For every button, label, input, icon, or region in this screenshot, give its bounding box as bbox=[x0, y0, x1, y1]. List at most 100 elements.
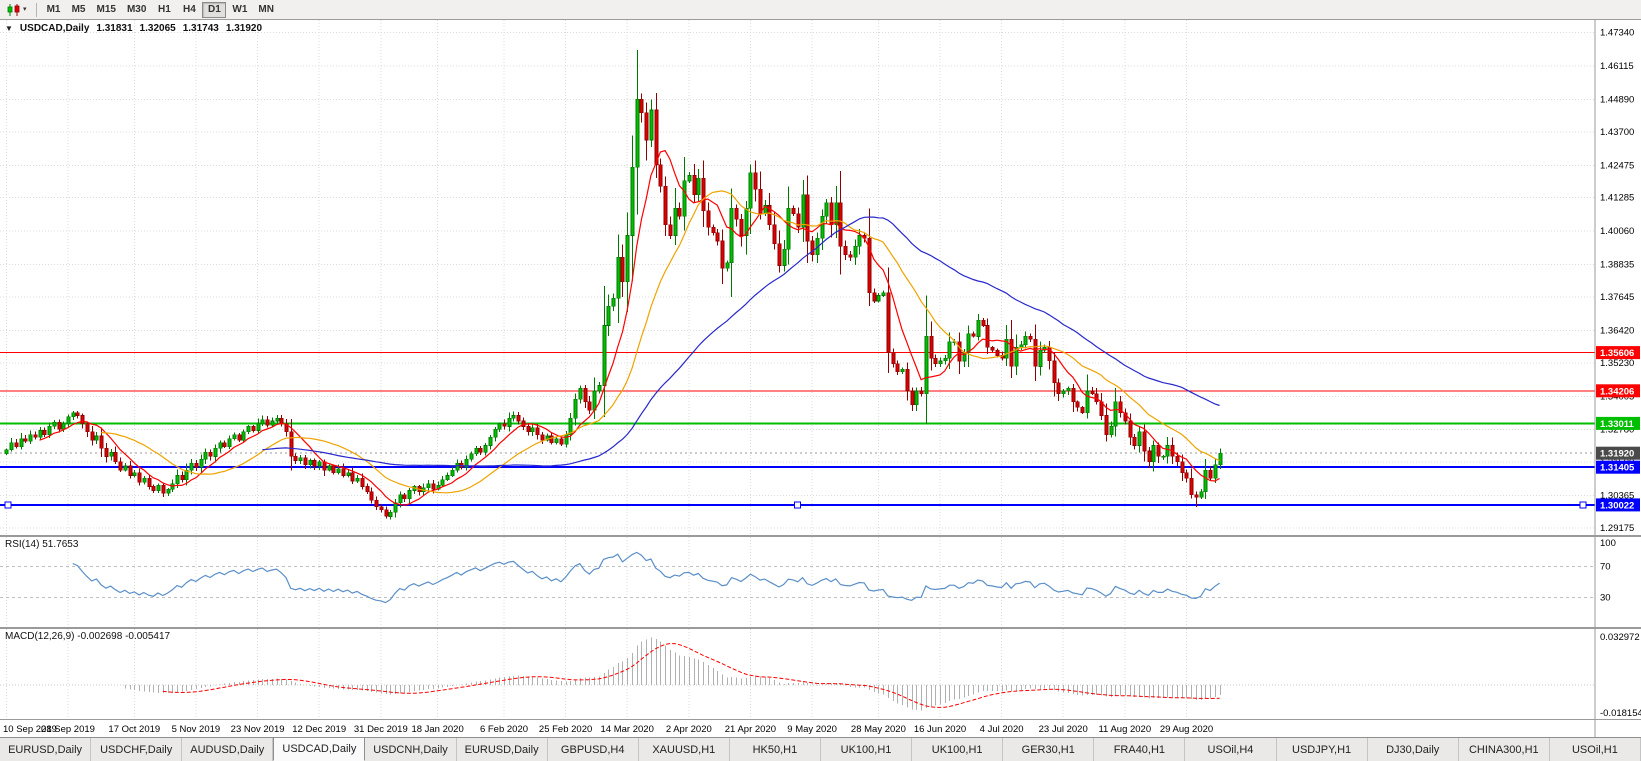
timeframe-m15[interactable]: M15 bbox=[92, 2, 121, 18]
candles bbox=[4, 50, 1223, 520]
svg-text:1.35230: 1.35230 bbox=[1600, 358, 1634, 369]
macd-pane[interactable]: 0.032972 -0.018154 MACD(12,26,9) -0.00269… bbox=[0, 629, 1641, 719]
svg-text:1.43700: 1.43700 bbox=[1600, 127, 1634, 138]
date-label: 31 Dec 2019 bbox=[354, 724, 408, 735]
date-label: 21 Apr 2020 bbox=[725, 724, 776, 735]
symbol-dropdown-icon[interactable]: ▼ bbox=[5, 24, 13, 33]
svg-text:70: 70 bbox=[1600, 561, 1611, 572]
date-label: 11 Aug 2020 bbox=[1098, 724, 1151, 735]
svg-text:1.32780: 1.32780 bbox=[1600, 425, 1634, 436]
chart-window: 1.47340 1.46115 1.44890 1.43700 1.42475 1.412… bbox=[0, 20, 1641, 737]
ma-8 bbox=[39, 149, 1220, 506]
bottom-tab-usoil-h4-13[interactable]: USOil,H4 bbox=[1185, 738, 1277, 761]
bottom-tab-eurusd-daily-5[interactable]: EURUSD,Daily bbox=[457, 738, 548, 761]
svg-text:0.032972: 0.032972 bbox=[1600, 632, 1640, 643]
date-axis[interactable]: 10 Sep 2019 28 Sep 2019 17 Oct 2019 5 Nov 2… bbox=[0, 719, 1641, 737]
date-label: 28 Sep 2019 bbox=[41, 724, 95, 735]
svg-text:1.33011: 1.33011 bbox=[1600, 419, 1635, 430]
date-label: 5 Nov 2019 bbox=[172, 724, 221, 735]
ma-21 bbox=[101, 190, 1220, 494]
bottom-tab-usdcnh-daily-4[interactable]: USDCNH,Daily bbox=[365, 738, 457, 761]
bottom-tab-gbpusd-h4-6[interactable]: GBPUSD,H4 bbox=[548, 738, 639, 761]
svg-text:1.40060: 1.40060 bbox=[1600, 226, 1634, 237]
svg-text:1.46115: 1.46115 bbox=[1600, 61, 1634, 72]
date-label: 23 Nov 2019 bbox=[231, 724, 285, 735]
current-price-badge: 1.31920 bbox=[1596, 446, 1640, 460]
svg-text:1.42475: 1.42475 bbox=[1600, 160, 1634, 171]
high-value: 1.32065 bbox=[139, 23, 176, 34]
timeframe-m5[interactable]: M5 bbox=[67, 2, 91, 18]
hline-handle[interactable] bbox=[794, 501, 801, 509]
bottom-tab-uk100-h1-9[interactable]: UK100,H1 bbox=[821, 738, 913, 761]
rsi-line bbox=[72, 551, 1220, 604]
date-label: 29 Aug 2020 bbox=[1160, 724, 1213, 735]
svg-text:1.31920: 1.31920 bbox=[1600, 449, 1634, 460]
timeframe-m1[interactable]: M1 bbox=[42, 2, 66, 18]
bottom-tab-uk100-h1-10[interactable]: UK100,H1 bbox=[912, 738, 1004, 761]
svg-text:1.47340: 1.47340 bbox=[1600, 28, 1634, 39]
date-label: 9 May 2020 bbox=[787, 724, 837, 735]
main-chart-canvas[interactable]: 1.47340 1.46115 1.44890 1.43700 1.42475 1.412… bbox=[0, 20, 1641, 535]
rsi-pane[interactable]: 100 70 30 RSI(14) 51.7653 bbox=[0, 537, 1641, 627]
timeframe-h4[interactable]: H4 bbox=[177, 2, 201, 18]
date-label: 18 Jan 2020 bbox=[411, 724, 463, 735]
ma-55 bbox=[262, 216, 1220, 467]
bottom-tab-ger30-h1-11[interactable]: GER30,H1 bbox=[1003, 738, 1095, 761]
symbol-label: USDCAD,Daily bbox=[19, 23, 90, 34]
svg-text:1.38835: 1.38835 bbox=[1600, 260, 1634, 271]
bottom-tab-eurusd-daily-0[interactable]: EURUSD,Daily bbox=[0, 738, 92, 761]
bottom-tab-fra40-h1-12[interactable]: FRA40,H1 bbox=[1094, 738, 1186, 761]
date-label: 25 Feb 2020 bbox=[539, 724, 592, 735]
main-price-pane[interactable]: 1.47340 1.46115 1.44890 1.43700 1.42475 1.412… bbox=[0, 20, 1641, 535]
chart-ohlc-header: ▼ USDCAD,Daily 1.31831 1.32065 1.31743 1… bbox=[5, 23, 262, 34]
toolbar: ▾ M1 M5 M15 M30 H1 H4 D1 W1 MN bbox=[0, 0, 1641, 20]
bottom-tab-usdchf-daily-1[interactable]: USDCHF,Daily bbox=[91, 738, 183, 761]
svg-text:100: 100 bbox=[1600, 538, 1616, 549]
svg-text:1.36420: 1.36420 bbox=[1600, 325, 1634, 336]
date-label: 6 Feb 2020 bbox=[480, 724, 528, 735]
chevron-down-icon: ▾ bbox=[23, 6, 27, 13]
svg-text:1.30022: 1.30022 bbox=[1600, 500, 1634, 511]
timeframe-d1[interactable]: D1 bbox=[202, 1, 227, 18]
price-badge-1.34206: 1.34206 bbox=[1596, 384, 1640, 398]
bottom-tab-xauusd-h1-7[interactable]: XAUUSD,H1 bbox=[639, 738, 730, 761]
candlestick-chart-icon bbox=[7, 3, 20, 16]
timeframe-w1[interactable]: W1 bbox=[227, 2, 252, 18]
chart-type-button[interactable]: ▾ bbox=[3, 1, 31, 18]
bottom-tab-dj30-daily-15[interactable]: DJ30,Daily bbox=[1368, 738, 1459, 761]
svg-text:1.31405: 1.31405 bbox=[1600, 463, 1635, 474]
hline-handle[interactable] bbox=[4, 501, 12, 509]
bottom-tab-audusd-daily-2[interactable]: AUDUSD,Daily bbox=[182, 738, 274, 761]
hline-handle[interactable] bbox=[1579, 501, 1587, 509]
timeframe-h1[interactable]: H1 bbox=[152, 2, 176, 18]
date-label: 12 Dec 2019 bbox=[292, 724, 346, 735]
date-label: 23 Jul 2020 bbox=[1039, 724, 1088, 735]
pane-splitter[interactable] bbox=[0, 627, 1641, 629]
bottom-tab-usdjpy-h1-14[interactable]: USDJPY,H1 bbox=[1277, 738, 1368, 761]
svg-text:1.37645: 1.37645 bbox=[1600, 292, 1634, 303]
bottom-tab-hk50-h1-8[interactable]: HK50,H1 bbox=[730, 738, 821, 761]
price-badge-1.30022: 1.30022 bbox=[1596, 498, 1640, 512]
rsi-label: RSI(14) 51.7653 bbox=[5, 539, 79, 550]
date-label: 16 Jun 2020 bbox=[914, 724, 966, 735]
timeframe-buttons: M1 M5 M15 M30 H1 H4 D1 W1 MN bbox=[42, 1, 279, 18]
date-label: 2 Apr 2020 bbox=[666, 724, 712, 735]
timeframe-m30[interactable]: M30 bbox=[122, 2, 151, 18]
bottom-tab-china300-h1-16[interactable]: CHINA300,H1 bbox=[1459, 738, 1550, 761]
macd-canvas[interactable]: 0.032972 -0.018154 bbox=[0, 629, 1641, 719]
bottom-tab-usoil-h1-17[interactable]: USOil,H1 bbox=[1550, 738, 1641, 761]
close-value: 1.31920 bbox=[225, 23, 263, 34]
price-badge-1.35606: 1.35606 bbox=[1596, 346, 1640, 360]
svg-text:1.34206: 1.34206 bbox=[1600, 386, 1634, 397]
pane-splitter[interactable] bbox=[0, 535, 1641, 537]
macd-signal-line bbox=[162, 643, 1220, 708]
chart-tab-bar: EURUSD,Daily USDCHF,Daily AUDUSD,Daily USDC… bbox=[0, 737, 1641, 761]
rsi-canvas[interactable]: 100 70 30 bbox=[0, 537, 1641, 627]
date-label: 14 Mar 2020 bbox=[601, 724, 654, 735]
svg-text:30: 30 bbox=[1600, 593, 1611, 604]
bottom-tab-usdcad-daily-3[interactable]: USDCAD,Daily bbox=[273, 737, 366, 761]
timeframe-mn[interactable]: MN bbox=[253, 2, 279, 18]
svg-text:1.30365: 1.30365 bbox=[1600, 491, 1634, 502]
toolbar-separator bbox=[35, 2, 37, 17]
